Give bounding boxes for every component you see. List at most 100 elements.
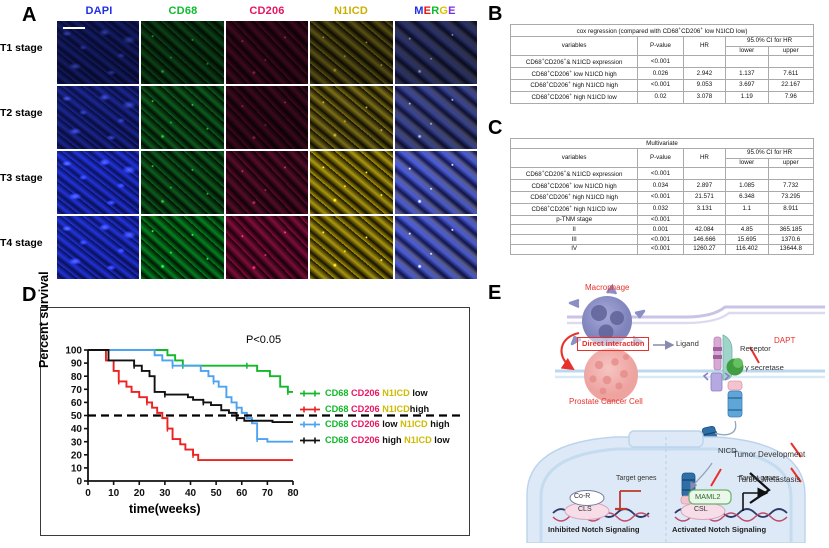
legend-text-part: low <box>412 388 428 398</box>
cell-hr: 21.571 <box>682 190 727 204</box>
header-ci-upper: upper <box>767 157 815 169</box>
header-ci: 95.0% CI for HR <box>725 147 814 159</box>
panel-e-notch-signaling-diagram: E <box>483 283 829 546</box>
cell-ci-upper: 8.911 <box>767 202 815 216</box>
svg-text:60: 60 <box>71 398 83 409</box>
legend-text-part: N1ICD <box>382 388 413 398</box>
micro-cell-t3-cd68 <box>141 151 224 214</box>
svg-text:70: 70 <box>71 385 83 396</box>
header-pvalue: P-value <box>637 35 684 57</box>
label-target-genes-left: Target genes <box>616 475 657 482</box>
notch-diagram-svg <box>526 284 825 544</box>
cell-variable: CD68+CD206+ low N1ICD high <box>509 179 639 192</box>
table-row: CD68+CD206+ high N1ICD low 0.02 3.078 1.19 7… <box>509 90 815 104</box>
km-pvalue-annotation: P<0.05 <box>246 334 282 346</box>
scale-bar <box>63 27 85 29</box>
fluorescence-texture <box>225 86 309 149</box>
merge-letter-m: M <box>414 5 424 17</box>
km-legend-label: CD68 CD206 low N1ICD high <box>325 417 450 433</box>
merge-letter-e1: E <box>423 5 432 17</box>
cell-hr <box>682 214 727 226</box>
km-x-axis-label: time(weeks) <box>129 502 201 516</box>
microscopy-row-t3 <box>57 151 478 214</box>
cell-ci-lower: 1.19 <box>725 90 769 104</box>
svg-text:0: 0 <box>85 488 91 499</box>
cell-ci-upper <box>767 167 815 181</box>
cell-pvalue: <0.001 <box>637 190 684 204</box>
cell-ci-upper <box>767 214 815 226</box>
micro-cell-t2-n1icd <box>310 86 393 149</box>
km-legend-item-3[interactable]: CD68 CD206 high N1ICD low <box>299 433 450 449</box>
km-curves <box>88 349 293 461</box>
legend-text-part: low <box>434 434 450 445</box>
column-header-merge: MERGE <box>393 4 477 20</box>
fluorescence-texture <box>57 86 140 149</box>
row-label-t3: T3 stage <box>0 172 43 184</box>
km-legend-item-1[interactable]: CD68 CD206 N1ICDhigh <box>299 402 450 418</box>
micro-cell-t2-merge <box>394 86 478 149</box>
direct-interaction-arrow <box>560 331 580 371</box>
cell-variable: CD68+CD206+ high N1ICD high <box>509 78 639 92</box>
micro-cell-t3-merge <box>394 151 478 214</box>
cell-hr: 3.131 <box>682 202 727 216</box>
cell-variable: CD68+CD206+& N1ICD expression <box>509 55 639 69</box>
row-label-t2: T2 stage <box>0 107 43 119</box>
cell-pvalue: 0.032 <box>637 202 684 216</box>
micro-cell-t1-merge <box>394 21 478 84</box>
fluorescence-texture <box>310 216 393 279</box>
svg-text:40: 40 <box>185 488 197 499</box>
micro-cell-t4-n1icd <box>310 216 393 279</box>
cell-pvalue: <0.001 <box>637 214 684 226</box>
svg-text:0: 0 <box>76 477 82 488</box>
fluorescence-texture <box>141 151 224 214</box>
legend-text-part: CD206 <box>351 388 383 398</box>
fluorescence-texture <box>225 151 309 214</box>
fluorescence-texture <box>141 86 224 149</box>
header-hr: HR <box>682 147 727 169</box>
cell-ci-lower: 1.085 <box>725 179 769 192</box>
km-plot-svg: 0 10 20 30 40 50 60 70 80 90 100 0 10 20 30 40 50 60 70 80 <box>65 346 465 499</box>
svg-text:80: 80 <box>71 372 83 383</box>
label-tumor-development: Tumor Development <box>733 450 806 459</box>
header-variables: variables <box>509 35 639 57</box>
table-row: CD68+CD206+ high N1ICD high <0.001 21.571 6… <box>509 190 815 204</box>
km-legend-swatch <box>300 421 320 428</box>
cell-variable: IV <box>509 243 639 255</box>
svg-text:30: 30 <box>159 488 171 499</box>
cox-regression-table: cox regression (compared with CD68+CD206… <box>509 24 815 104</box>
cell-variable: CD68+CD206+ high N1ICD low <box>509 90 639 104</box>
table-row: CD68+CD206+ high N1ICD low 0.032 3.131 1.1 8… <box>509 202 815 216</box>
micro-cell-t2-dapi <box>57 86 140 149</box>
svg-text:50: 50 <box>71 411 83 422</box>
table-row: CD68+CD206+& N1ICD expression <0.001 <box>509 167 815 181</box>
label-dapt: DAPT <box>774 336 796 345</box>
km-legend-item-2[interactable]: CD68 CD206 low N1ICD high <box>299 417 450 433</box>
fluorescence-texture <box>310 21 393 84</box>
cell-ci-upper: 7.96 <box>767 90 815 104</box>
fluorescence-texture <box>141 21 224 84</box>
nicd-translocation-path-upper <box>714 420 737 436</box>
micro-cell-t2-cd68 <box>141 86 224 149</box>
cell-pvalue: <0.001 <box>637 234 684 245</box>
legend-text-part: CD68 <box>325 403 352 414</box>
header-variables: variables <box>509 147 639 169</box>
fluorescence-texture <box>141 216 224 279</box>
micro-cell-t4-cd68 <box>141 216 224 279</box>
km-legend-item-0[interactable]: CD68 CD206 N1ICD low <box>299 386 450 402</box>
svg-text:30: 30 <box>71 437 83 448</box>
table-row: CD68+CD206+ low N1ICD high 0.026 2.942 1.13… <box>509 67 815 80</box>
km-legend-swatch <box>300 437 320 444</box>
activated-notch-complex <box>674 472 788 522</box>
table-header-row: variables P-value HR 95.0% CI for HR <box>509 147 814 169</box>
tumor-metastasis-marker <box>790 467 802 483</box>
legend-text-part: CD68 <box>325 388 352 398</box>
panel-a-immunofluorescence: A DAPI CD68 CD206 N1ICD MERGE <box>0 0 482 283</box>
row-label-t1: T1 stage <box>0 42 43 54</box>
column-header-n1icd: N1ICD <box>333 5 368 17</box>
cell-variable: CD68+CD206+& N1ICD expression <box>509 167 639 181</box>
table-title-row: Multivariate <box>510 138 814 149</box>
label-csl-right: CSL <box>694 506 708 513</box>
notch-diagram-canvas: Macrophage Direct interaction Prostate C… <box>507 284 825 544</box>
microscopy-column-headers: DAPI CD68 CD206 N1ICD MERGE <box>57 4 477 20</box>
micro-cell-t2-cd206 <box>225 86 309 149</box>
